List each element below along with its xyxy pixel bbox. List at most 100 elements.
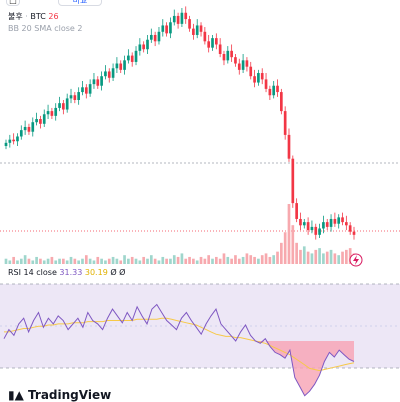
volume-bar (287, 204, 291, 264)
volume-bar (134, 258, 138, 264)
candle-body (8, 139, 12, 143)
bollinger-legend[interactable]: BB 20 SMA close 2 (8, 24, 83, 33)
volume-bar (153, 258, 157, 264)
volume-bar (165, 258, 168, 264)
volume-bar (92, 260, 96, 264)
compare-button[interactable]: 비교 (58, 0, 102, 6)
candle-body (127, 55, 130, 61)
volume-bar (337, 255, 341, 264)
volume-bar (276, 251, 279, 264)
volume-bar (96, 256, 100, 264)
candle-body (4, 142, 8, 146)
volume-bar (268, 256, 272, 264)
volume-bar (207, 255, 211, 264)
volume-bar (318, 248, 321, 264)
candle-body (69, 95, 73, 99)
volume-bar (306, 251, 310, 264)
candle-body (73, 95, 77, 100)
volume-bar (123, 255, 126, 264)
candle-body (65, 98, 69, 110)
volume-bar (88, 258, 92, 264)
candle-body (88, 84, 92, 94)
volume-bar (157, 260, 161, 264)
volume-bar (195, 260, 199, 264)
volume-bar (241, 256, 245, 264)
candle-body (46, 111, 50, 115)
volume-bar (130, 256, 134, 264)
quote-currency: BTC (30, 12, 46, 21)
candle-body (291, 158, 295, 204)
volume-bar (348, 248, 352, 264)
candle-body (161, 25, 165, 32)
volume-bar (50, 256, 54, 264)
rsi-line (3, 303, 355, 397)
candle-body (253, 76, 256, 83)
candle-body (195, 25, 199, 35)
volume-bar (188, 256, 191, 264)
candle-body (341, 217, 344, 223)
volume-bar (149, 255, 153, 264)
volume-bar (12, 256, 15, 264)
candle-body (172, 15, 176, 23)
candle-body (280, 92, 283, 112)
symbol-name[interactable]: 불후 (8, 12, 23, 21)
volume-bar (280, 242, 283, 264)
volume-bar (272, 255, 276, 264)
volume-bar (119, 260, 123, 264)
candle-body (84, 87, 88, 94)
rsi-value: 31.33 (59, 268, 83, 277)
price-chart[interactable] (0, 0, 400, 268)
rsi-label: RSI 14 close (8, 268, 57, 277)
volume-bar (84, 255, 88, 264)
volume-bar (16, 260, 19, 264)
candle-body (230, 50, 233, 58)
candle-body (276, 85, 279, 93)
volume-bar (230, 258, 233, 264)
candle-body (77, 92, 80, 100)
rsi-legend[interactable]: RSI 14 close 31.33 30.19 Ø Ø (8, 268, 125, 277)
candle-body (203, 31, 207, 42)
volume-bar (249, 255, 253, 264)
volume-bar (203, 258, 207, 264)
rsi-oversold-fill (4, 341, 354, 396)
volume-bar (245, 253, 249, 264)
candle-body (245, 60, 249, 67)
volume-bar (146, 258, 149, 264)
tradingview-logo[interactable]: ▮▲ TradingView (8, 388, 111, 402)
candle-body (192, 28, 195, 35)
volume-bar (199, 256, 203, 264)
candle-body (23, 126, 27, 131)
volume-bar (161, 256, 165, 264)
volume-bar (260, 255, 264, 264)
candle-body (302, 222, 306, 226)
volume-bar (73, 258, 77, 264)
candle-body (142, 44, 146, 50)
rsi-chart[interactable] (0, 280, 400, 400)
candle-body (169, 22, 172, 34)
candle-body (299, 218, 302, 226)
volume-bar (69, 256, 73, 264)
rsi-ma-value: 30.19 (84, 268, 108, 277)
volume-bar (214, 256, 218, 264)
candle-body (176, 15, 180, 24)
candle-body (104, 71, 107, 77)
candle-body (257, 73, 260, 83)
candle-body (16, 136, 19, 142)
volume-bar (184, 258, 188, 264)
volume-bar (39, 258, 42, 264)
volume-bar (222, 253, 226, 264)
chart-settings-button[interactable]: □ (6, 0, 20, 6)
candle-body (287, 134, 291, 159)
rsi-extra-1: Ø (110, 268, 117, 277)
volume-bar (237, 258, 241, 264)
volume-bar (115, 258, 119, 264)
candle-body (50, 111, 54, 116)
volume-bar (142, 256, 146, 264)
candle-body (146, 39, 149, 50)
volume-bar (172, 255, 176, 264)
rsi-extra-2: Ø (119, 268, 126, 277)
candle-body (149, 34, 153, 40)
candle-body (119, 63, 123, 70)
candle-body (58, 103, 61, 108)
candle-body (153, 34, 157, 42)
